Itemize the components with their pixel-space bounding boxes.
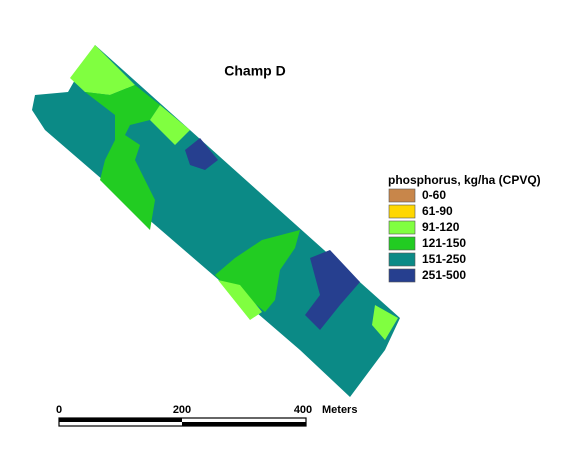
map-title: Champ D [224, 63, 285, 79]
map [32, 45, 400, 397]
legend-label: 61-90 [422, 204, 453, 218]
zone-91-120 [218, 280, 262, 320]
legend-title: phosphorus, kg/ha (CPVQ) [388, 173, 541, 187]
legend-swatch [388, 268, 416, 283]
legend-swatch [388, 220, 416, 235]
legend-label: 91-120 [422, 220, 460, 234]
scale-label: 400 [294, 404, 312, 416]
scale-unit: Meters [322, 404, 357, 416]
legend-swatch [388, 204, 416, 219]
legend-swatch [388, 188, 416, 203]
legend-swatch [388, 252, 416, 267]
scale-label: 0 [56, 404, 62, 416]
zone-121-150 [215, 230, 300, 312]
legend: 0-60 61-90 91-120 121-150 151-250 251-500 [388, 188, 466, 283]
zone-121-150 [85, 85, 160, 230]
scale-label: 200 [173, 404, 191, 416]
scale-bar-segment [182, 422, 306, 426]
zone-91-120 [372, 305, 398, 340]
zone-251-500 [185, 138, 218, 170]
legend-swatch [388, 236, 416, 251]
legend-label: 121-150 [422, 236, 466, 250]
legend-label: 251-500 [422, 268, 466, 282]
legend-label: 151-250 [422, 252, 466, 266]
zone-91-120 [70, 45, 135, 95]
scale-bar [58, 417, 307, 427]
legend-label: 0-60 [422, 188, 446, 202]
scale-bar-segment [59, 418, 182, 422]
zone-91-120 [150, 105, 190, 145]
zone-251-500 [305, 250, 360, 330]
